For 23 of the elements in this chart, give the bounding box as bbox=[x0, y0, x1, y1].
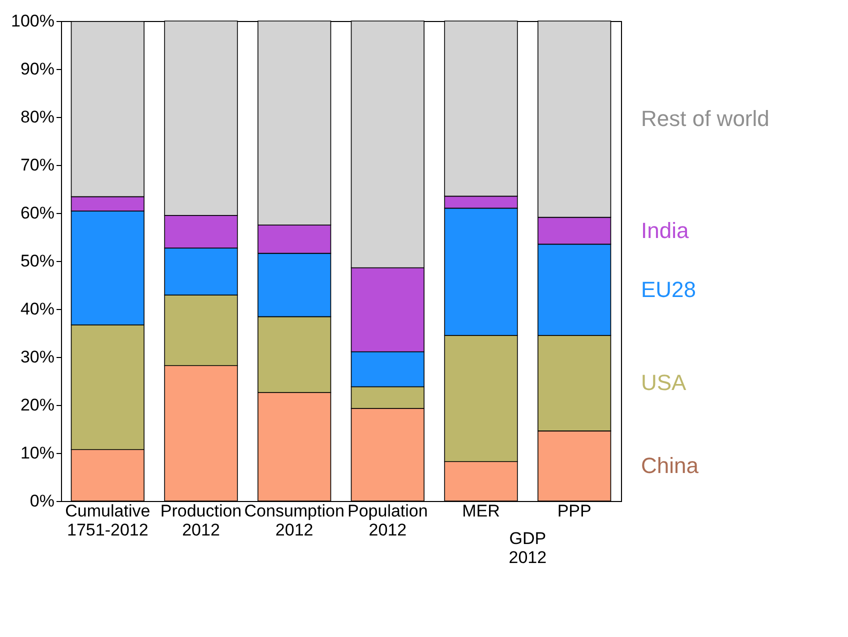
y-tick-label: 100% bbox=[11, 12, 54, 30]
y-tick-label: 10% bbox=[20, 444, 54, 462]
series-label: USA bbox=[641, 370, 687, 396]
x-tick-label: Consumption 2012 bbox=[244, 502, 344, 540]
y-tick-label: 90% bbox=[20, 60, 54, 78]
x-tick-label: MER bbox=[462, 502, 500, 520]
series-label: China bbox=[641, 452, 700, 478]
series-label: Rest of world bbox=[641, 106, 770, 132]
series-label: India bbox=[641, 218, 690, 243]
y-tick-label: 80% bbox=[20, 108, 54, 126]
x-tick-label: Production 2012 bbox=[160, 502, 242, 540]
x-tick-label: PPP bbox=[557, 502, 592, 520]
y-tick-label: 50% bbox=[20, 252, 54, 270]
y-tick-label: 40% bbox=[20, 300, 54, 318]
y-tick-label: 60% bbox=[20, 204, 54, 222]
series-label: EU28 bbox=[641, 276, 696, 302]
x-tick-label: Cumulative 1751-2012 bbox=[65, 502, 150, 540]
y-tick-label: 0% bbox=[30, 492, 54, 510]
y-tick-label: 20% bbox=[20, 396, 54, 414]
y-tick-label: 70% bbox=[20, 156, 54, 174]
y-tick-label: 30% bbox=[20, 348, 54, 366]
text: GDP 2012 bbox=[508, 529, 547, 567]
x-tick-label: Population 2012 bbox=[347, 502, 428, 540]
